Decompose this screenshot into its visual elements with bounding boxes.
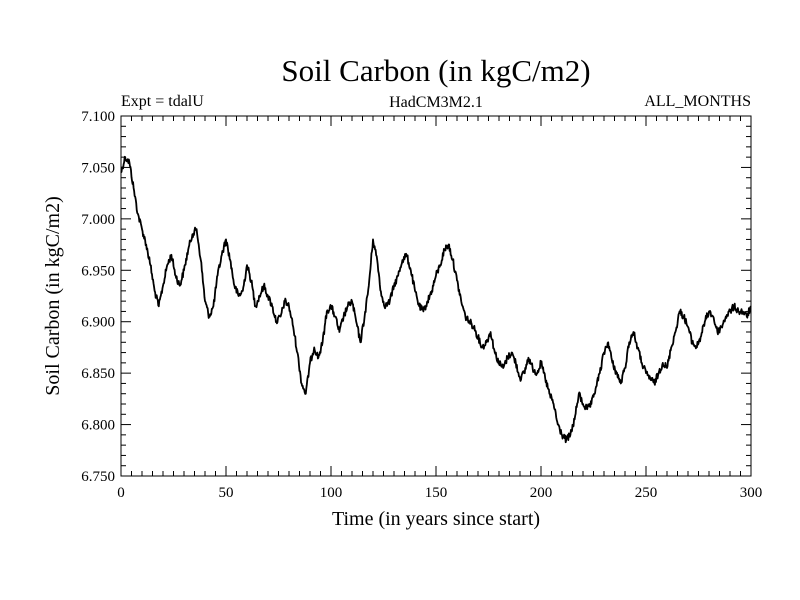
x-tick-label: 300 bbox=[740, 485, 763, 501]
x-tick-label: 200 bbox=[530, 485, 553, 501]
y-tick-label: 7.050 bbox=[81, 160, 115, 176]
y-tick-label: 6.800 bbox=[81, 418, 115, 434]
x-axis-label: Time (in years since start) bbox=[332, 508, 540, 530]
experiment-label: Expt = tdalU bbox=[121, 93, 204, 110]
y-tick-label: 7.100 bbox=[81, 109, 115, 125]
y-tick-label: 6.900 bbox=[81, 315, 115, 331]
months-label: ALL_MONTHS bbox=[644, 93, 751, 110]
y-tick-label: 6.950 bbox=[81, 263, 115, 279]
series-line-soil-carbon bbox=[120, 155, 752, 444]
y-axis-label: Soil Carbon (in kgC/m2) bbox=[42, 196, 64, 395]
x-tick-label: 0 bbox=[117, 485, 125, 501]
y-tick-label: 7.000 bbox=[81, 212, 115, 228]
x-tick-labels: 0 50 100 150 200 250 300 bbox=[117, 485, 762, 501]
y-tick-label: 6.850 bbox=[81, 366, 115, 382]
model-label: HadCM3M2.1 bbox=[389, 94, 483, 111]
y-tick-label: 6.750 bbox=[81, 469, 115, 485]
x-tick-label: 150 bbox=[425, 485, 448, 501]
x-tick-label: 250 bbox=[635, 485, 658, 501]
x-tick-label: 100 bbox=[320, 485, 343, 501]
y-tick-labels: 6.750 6.800 6.850 6.900 6.950 7.000 7.050 7.100 bbox=[81, 109, 115, 485]
x-tick-label: 50 bbox=[219, 485, 234, 501]
plot-frame bbox=[120, 115, 752, 477]
chart-title: Soil Carbon (in kgC/m2) bbox=[281, 53, 590, 88]
